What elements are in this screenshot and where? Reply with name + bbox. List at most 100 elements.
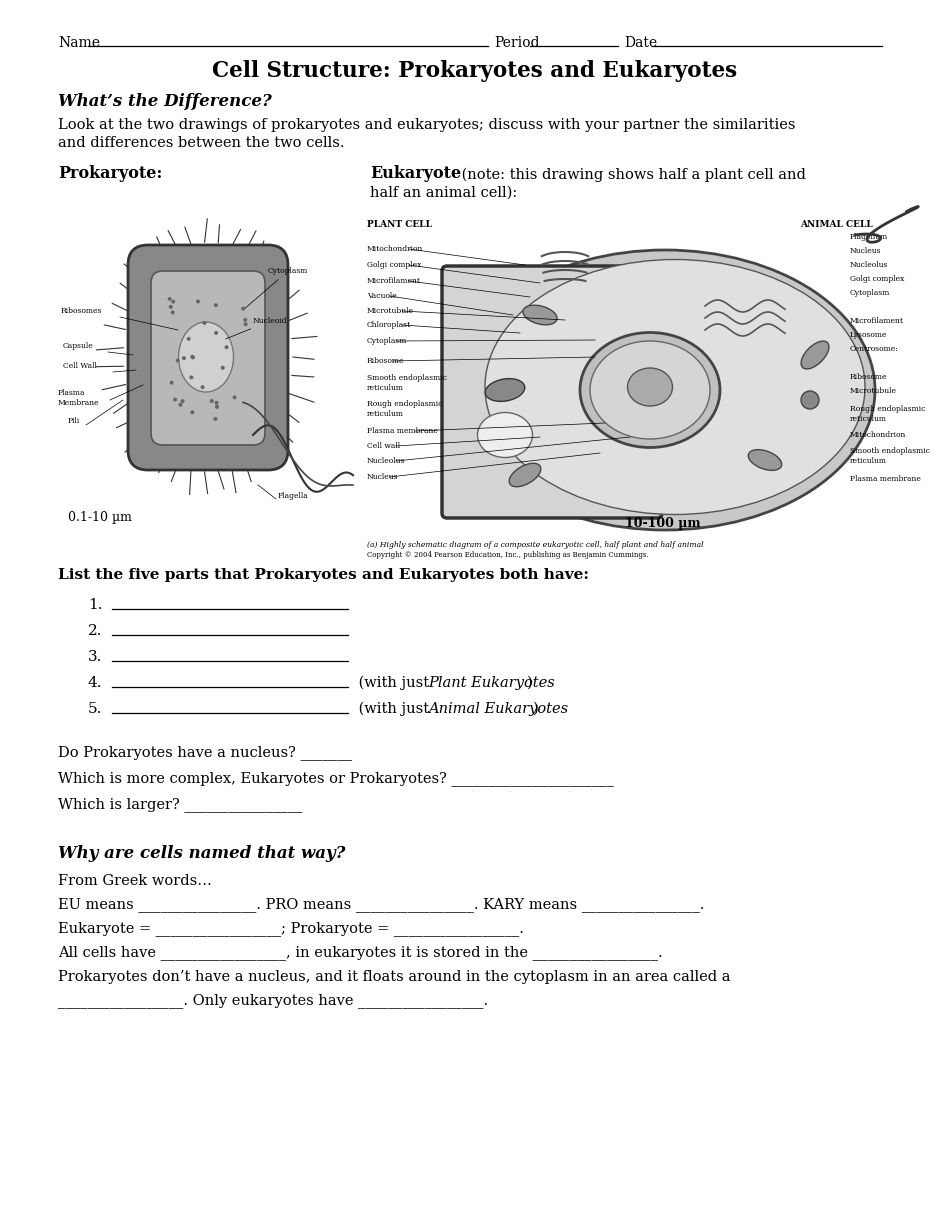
Text: reticulum: reticulum [367,384,404,392]
Ellipse shape [190,354,195,359]
Ellipse shape [628,368,673,406]
Ellipse shape [478,412,533,458]
Text: Plasma membrane: Plasma membrane [850,475,921,483]
Ellipse shape [200,385,204,389]
Ellipse shape [180,400,184,403]
Text: Ribosome: Ribosome [850,373,887,381]
Text: Cytoplasm: Cytoplasm [367,337,408,344]
Ellipse shape [196,299,200,304]
Ellipse shape [189,375,194,379]
Text: Membrane: Membrane [58,399,100,407]
Ellipse shape [224,346,229,349]
Ellipse shape [170,381,174,385]
Text: Vacuole: Vacuole [367,292,397,300]
Text: 0.1-10 µm: 0.1-10 µm [68,510,132,524]
Ellipse shape [801,391,819,410]
Text: Ribosome: Ribosome [367,357,405,365]
Text: Prokaryote:: Prokaryote: [58,165,162,182]
Ellipse shape [179,402,182,407]
Ellipse shape [233,395,237,400]
Ellipse shape [241,306,245,311]
Ellipse shape [214,331,218,335]
Ellipse shape [580,332,720,448]
Text: Why are cells named that way?: Why are cells named that way? [58,845,346,862]
Text: Microfilament: Microfilament [850,317,904,325]
Ellipse shape [243,322,248,326]
Ellipse shape [182,357,186,360]
Ellipse shape [220,365,225,370]
Ellipse shape [485,379,524,401]
Text: All cells have _________________, in eukaryotes it is stored in the ____________: All cells have _________________, in euk… [58,945,663,959]
Text: Golgi complex: Golgi complex [367,261,422,269]
Text: Microtubule: Microtubule [367,308,414,315]
Text: Nucleus: Nucleus [367,474,398,481]
Text: Plant Eukaryotes: Plant Eukaryotes [428,676,555,690]
Text: Capsule: Capsule [63,342,94,351]
Text: ): ) [527,676,533,690]
Text: Microfilament: Microfilament [367,277,421,285]
Ellipse shape [215,401,219,405]
Ellipse shape [214,417,218,421]
Text: Mitochondrion: Mitochondrion [850,430,906,439]
Ellipse shape [187,337,191,341]
Text: EU means ________________. PRO means ________________. KARY means ______________: EU means ________________. PRO means ___… [58,897,704,911]
Ellipse shape [171,300,175,304]
Text: (with just: (with just [354,701,434,716]
FancyBboxPatch shape [151,271,265,445]
Text: reticulum: reticulum [850,415,887,423]
Text: Flagellum: Flagellum [850,232,888,241]
Text: Period: Period [494,36,540,50]
Ellipse shape [171,310,175,315]
Text: Animal Eukaryotes: Animal Eukaryotes [428,702,568,716]
Ellipse shape [590,341,710,439]
Text: Cytoplasm: Cytoplasm [850,289,890,296]
Text: 10-100 µm: 10-100 µm [625,517,700,530]
Text: Nucleolus: Nucleolus [850,261,888,269]
Text: Cell Structure: Prokaryotes and Eukaryotes: Cell Structure: Prokaryotes and Eukaryot… [213,60,737,82]
Text: Which is larger? ________________: Which is larger? ________________ [58,797,302,812]
Text: Cell Wall: Cell Wall [63,362,97,370]
Text: _________________. Only eukaryotes have _________________.: _________________. Only eukaryotes have … [58,993,488,1009]
Ellipse shape [749,450,782,470]
Ellipse shape [215,405,219,408]
Text: Golgi complex: Golgi complex [850,276,904,283]
Text: Look at the two drawings of prokaryotes and eukaryotes; discuss with your partne: Look at the two drawings of prokaryotes … [58,118,795,132]
FancyBboxPatch shape [128,245,288,470]
Ellipse shape [176,359,180,363]
Ellipse shape [801,341,829,369]
Text: 3.: 3. [88,649,103,664]
Text: Flagella: Flagella [278,492,309,501]
Text: Eukaryote = _________________; Prokaryote = _________________.: Eukaryote = _________________; Prokaryot… [58,921,523,936]
Text: Ribosomes: Ribosomes [61,308,103,315]
Text: (a) Highly schematic diagram of a composite eukaryotic cell, half plant and half: (a) Highly schematic diagram of a compos… [367,541,704,549]
Text: (with just: (with just [354,675,434,690]
Ellipse shape [173,397,177,401]
Text: 4.: 4. [88,676,103,690]
Ellipse shape [191,355,195,359]
Text: ANIMAL CELL: ANIMAL CELL [800,220,873,229]
Ellipse shape [202,321,206,325]
Text: reticulum: reticulum [367,410,404,418]
Text: Which is more complex, Eukaryotes or Prokaryotes? ______________________: Which is more complex, Eukaryotes or Pro… [58,771,614,786]
Text: What’s the Difference?: What’s the Difference? [58,93,272,109]
Text: List the five parts that Prokaryotes and Eukaryotes both have:: List the five parts that Prokaryotes and… [58,568,589,582]
Text: Pili: Pili [68,417,80,426]
FancyBboxPatch shape [442,266,662,518]
Ellipse shape [190,411,195,415]
Text: Rough endoplasmic: Rough endoplasmic [367,400,443,408]
Text: Plasma: Plasma [58,389,86,397]
Text: Name: Name [58,36,100,50]
Ellipse shape [522,305,557,325]
Ellipse shape [485,260,865,514]
Text: Mitochondrion: Mitochondrion [367,245,424,253]
Ellipse shape [210,399,214,403]
Ellipse shape [455,250,875,530]
Text: Nucleoid: Nucleoid [225,317,288,339]
Text: Lysosome: Lysosome [850,331,887,339]
Text: Rough endoplasmic: Rough endoplasmic [850,405,925,413]
Text: Nucleolus: Nucleolus [367,458,406,465]
Text: 2.: 2. [88,624,103,638]
Text: Chloroplast: Chloroplast [367,321,411,328]
Text: Cell wall: Cell wall [367,442,400,450]
Text: Plasma membrane: Plasma membrane [367,427,438,435]
